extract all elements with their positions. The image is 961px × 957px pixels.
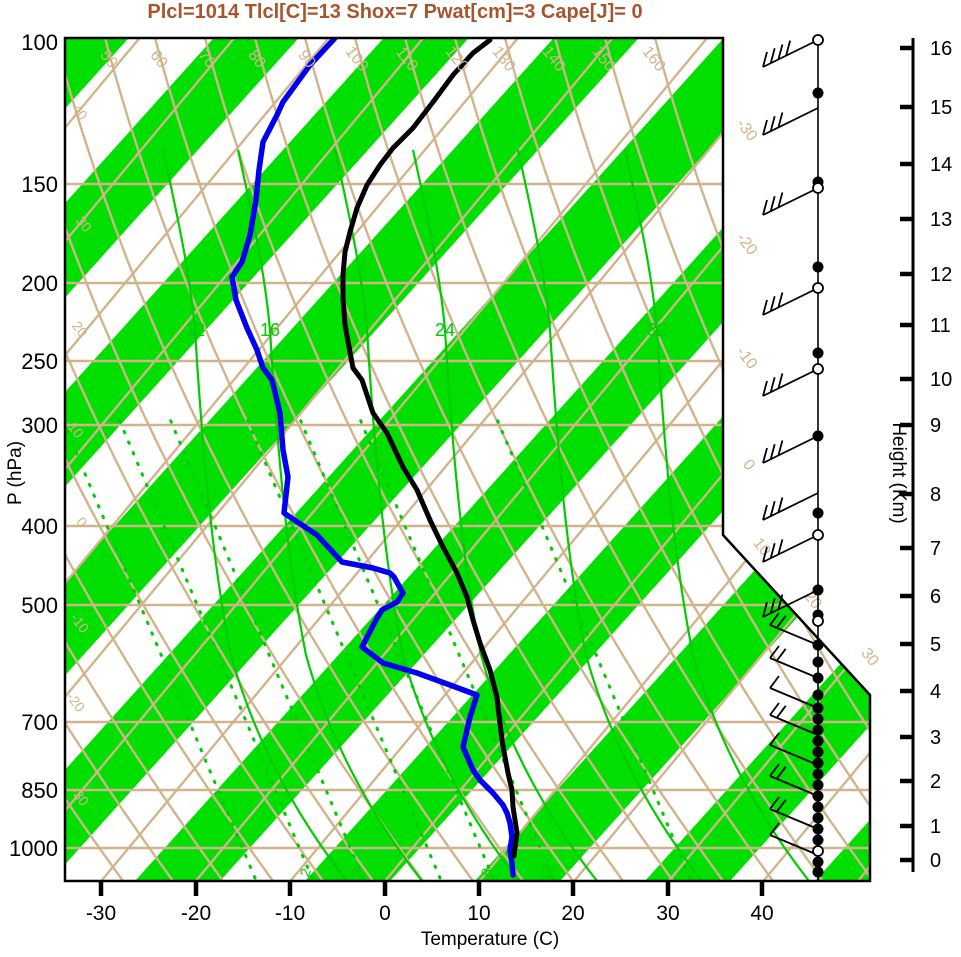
svg-text:4: 4 (930, 681, 941, 703)
svg-text:20: 20 (69, 318, 91, 340)
pressure-axis-title: P (hPa) (5, 440, 26, 506)
svg-text:850: 850 (21, 778, 58, 803)
svg-text:60: 60 (146, 47, 170, 72)
chart-border (63, 36, 872, 883)
svg-text:15: 15 (930, 97, 952, 119)
svg-text:-10: -10 (733, 344, 761, 373)
svg-text:16: 16 (260, 320, 280, 340)
svg-text:-20: -20 (733, 230, 761, 259)
svg-text:-20: -20 (181, 902, 211, 925)
svg-text:30: 30 (656, 902, 679, 925)
svg-text:40: 40 (750, 902, 773, 925)
height-axis-title: Height (Km) (888, 422, 909, 524)
temperature-axis-title: Temperature (C) (420, 929, 560, 950)
svg-text:1: 1 (930, 816, 941, 838)
svg-text:30: 30 (857, 645, 881, 670)
axes: -30 -20 -10 0 10 20 30 401001502002503004005007… (9, 30, 952, 925)
svg-text:32: 32 (647, 320, 667, 340)
page-title: Plcl=1014 Tlcl[C]=13 Shox=7 Pwat[cm]=3 C… (147, 1, 643, 23)
svg-text:2: 2 (296, 866, 314, 879)
svg-text:8: 8 (930, 484, 941, 506)
svg-text:11: 11 (930, 315, 951, 337)
svg-text:24: 24 (435, 320, 455, 340)
svg-text:0: 0 (379, 902, 391, 925)
svg-text:12: 12 (185, 320, 205, 340)
svg-text:250: 250 (21, 349, 58, 374)
svg-text:16: 16 (930, 38, 952, 60)
temperature-curve (340, 38, 520, 859)
svg-text:500: 500 (21, 593, 58, 618)
svg-text:700: 700 (21, 710, 58, 735)
svg-text:-30: -30 (733, 116, 761, 145)
svg-text:0: 0 (930, 850, 941, 872)
dewpoint-curve (229, 38, 516, 878)
svg-text:2: 2 (930, 771, 941, 793)
svg-text:400: 400 (21, 514, 58, 539)
svg-text:9: 9 (930, 415, 941, 437)
svg-text:13: 13 (930, 209, 952, 231)
svg-text:12: 12 (536, 862, 556, 882)
wind-barb-column (762, 34, 824, 881)
svg-text:200: 200 (21, 271, 58, 296)
sounding-curves (229, 38, 520, 878)
svg-text:12: 12 (930, 264, 952, 286)
svg-text:3: 3 (930, 727, 941, 749)
svg-text:10: 10 (930, 369, 952, 391)
svg-text:10: 10 (749, 535, 773, 560)
svg-text:0: 0 (73, 514, 91, 530)
svg-text:6: 6 (930, 586, 941, 608)
svg-text:14: 14 (930, 154, 952, 176)
svg-text:90: 90 (294, 47, 318, 72)
svg-text:0: 0 (739, 456, 758, 474)
svg-text:5: 5 (930, 634, 941, 656)
svg-text:-30: -30 (86, 902, 116, 925)
svg-text:20: 20 (561, 902, 584, 925)
svg-text:10: 10 (467, 902, 490, 925)
svg-text:-10: -10 (275, 902, 305, 925)
svg-text:1000: 1000 (9, 836, 58, 861)
svg-text:100: 100 (21, 30, 58, 55)
svg-text:300: 300 (21, 413, 58, 438)
svg-text:7: 7 (930, 538, 941, 560)
svg-text:150: 150 (21, 172, 58, 197)
